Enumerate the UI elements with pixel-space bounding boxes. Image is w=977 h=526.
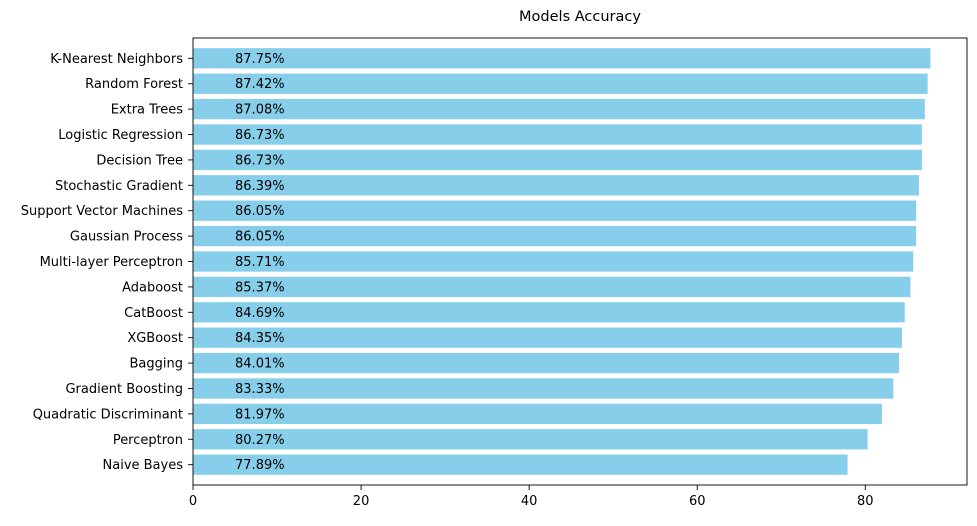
- data-label: 80.27%: [235, 433, 285, 448]
- bar: [193, 73, 928, 94]
- category-label: Naive Bayes: [103, 458, 184, 473]
- chart-title: Models Accuracy: [519, 9, 641, 25]
- bar: [193, 352, 900, 374]
- bar: [193, 149, 922, 171]
- category-label: Decision Tree: [96, 153, 183, 168]
- data-label: 85.71%: [235, 255, 285, 270]
- category-label: Quadratic Discriminant: [33, 407, 183, 422]
- category-label: XGBoost: [127, 331, 183, 346]
- bar: [193, 251, 914, 272]
- category-label: Random Forest: [85, 77, 183, 92]
- x-tick-label: 0: [189, 494, 197, 509]
- category-label: Gradient Boosting: [65, 382, 183, 397]
- data-label: 87.42%: [235, 77, 285, 92]
- data-label: 86.05%: [235, 204, 285, 219]
- data-label: 84.69%: [235, 306, 285, 321]
- data-label: 84.35%: [235, 331, 285, 346]
- bars-group: [193, 48, 931, 475]
- bar: [193, 302, 905, 323]
- labels-group: K-Nearest Neighbors 87.75% Random Forest 87…: [21, 52, 285, 473]
- data-label: 86.39%: [235, 179, 285, 194]
- category-label: CatBoost: [124, 306, 183, 321]
- data-label: 81.97%: [235, 407, 285, 422]
- x-tick-label: 40: [521, 494, 538, 509]
- x-tick-label: 60: [689, 494, 706, 509]
- category-label: Adaboost: [122, 280, 183, 295]
- data-label: 86.73%: [235, 128, 285, 143]
- bar: [193, 378, 894, 399]
- category-label: Multi-layer Perceptron: [40, 255, 183, 270]
- category-label: Support Vector Machines: [21, 204, 183, 219]
- data-label: 87.75%: [235, 52, 285, 67]
- bar: [193, 225, 917, 247]
- x-tick-label: 80: [857, 494, 874, 509]
- bar: [193, 454, 848, 475]
- data-label: 86.73%: [235, 153, 285, 168]
- bar: [193, 200, 917, 221]
- bar: [193, 429, 868, 450]
- plot-frame: [192, 37, 968, 486]
- category-label: Extra Trees: [111, 103, 184, 118]
- bar: [193, 98, 925, 120]
- category-label: Bagging: [130, 357, 184, 372]
- data-label: 86.05%: [235, 230, 285, 245]
- data-label: 84.01%: [235, 357, 285, 372]
- data-label: 85.37%: [235, 280, 285, 295]
- data-label: 77.89%: [235, 458, 285, 473]
- category-label: Stochastic Gradient: [55, 179, 183, 194]
- category-label: K-Nearest Neighbors: [50, 52, 183, 67]
- category-label: Perceptron: [113, 433, 183, 448]
- axes-group: 0 20 40 60 80: [188, 37, 968, 509]
- bar: [193, 403, 882, 425]
- bar: [193, 276, 911, 298]
- bar: [193, 327, 902, 348]
- bar: [193, 124, 922, 145]
- data-label: 87.08%: [235, 103, 285, 118]
- category-label: Logistic Regression: [58, 128, 183, 143]
- category-label: Gaussian Process: [70, 230, 183, 245]
- bar: [193, 175, 920, 196]
- data-label: 83.33%: [235, 382, 285, 397]
- bar: [193, 48, 931, 69]
- x-tick-label: 20: [353, 494, 370, 509]
